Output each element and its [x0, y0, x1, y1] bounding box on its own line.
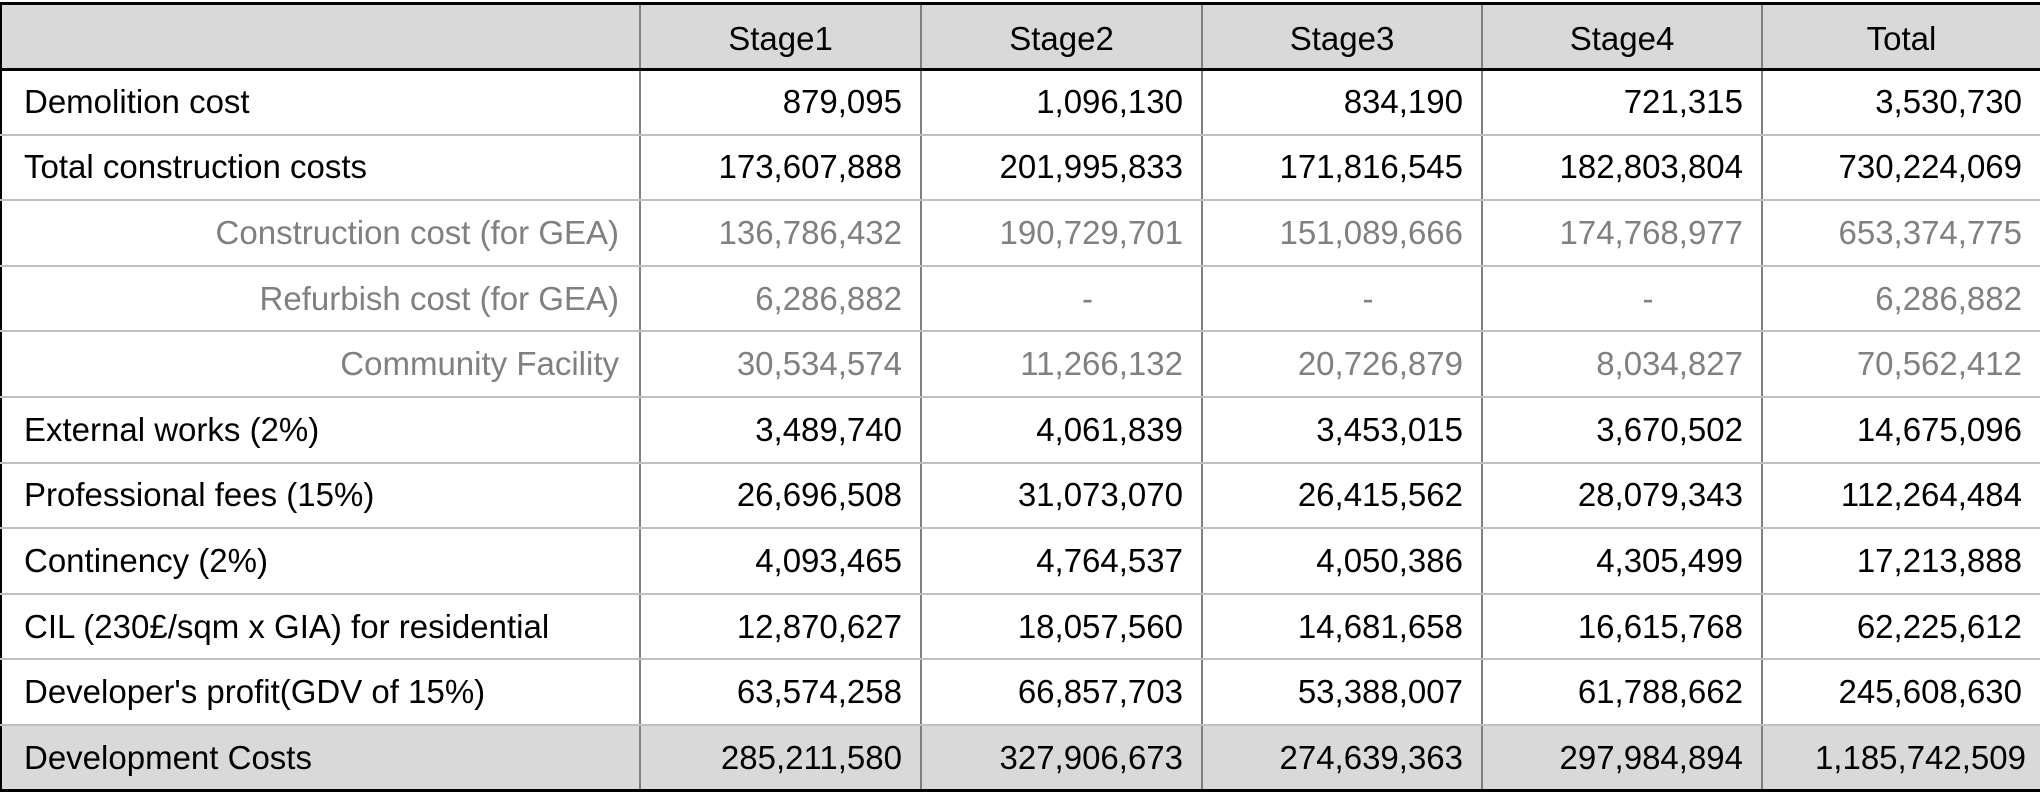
row-label: Community Facility	[0, 331, 641, 399]
cell-stage4: 3,670,502	[1481, 397, 1763, 464]
cell-stage3: 26,415,562	[1201, 462, 1483, 530]
row-construction-cost-gea: Construction cost (for GEA) 136,786,432 …	[0, 200, 2040, 267]
cell-stage1: 173,607,888	[639, 134, 922, 202]
cell-stage3: 171,816,545	[1201, 134, 1483, 202]
cell-total: 3,530,730	[1761, 69, 2040, 136]
cell-total: 6,286,882	[1761, 265, 2040, 333]
cell-stage2: 190,729,701	[920, 200, 1203, 267]
header-total: Total	[1761, 2, 2040, 71]
cell-stage3: -	[1201, 265, 1483, 333]
cell-stage2: 11,266,132	[920, 331, 1203, 399]
row-professional-fees: Professional fees (15%) 26,696,508 31,07…	[0, 462, 2040, 530]
row-demolition-cost: Demolition cost 879,095 1,096,130 834,19…	[0, 69, 2040, 136]
cell-stage4: 174,768,977	[1481, 200, 1763, 267]
cell-stage3: 14,681,658	[1201, 593, 1483, 661]
header-stage3: Stage3	[1201, 2, 1483, 71]
cell-stage3: 3,453,015	[1201, 397, 1483, 464]
footer-stage2: 327,906,673	[920, 724, 1203, 793]
cell-stage1: 63,574,258	[639, 659, 922, 727]
row-label: Total construction costs	[0, 134, 641, 202]
row-label: Construction cost (for GEA)	[0, 200, 641, 267]
cell-stage3: 834,190	[1201, 69, 1483, 136]
row-cil-residential: CIL (230£/sqm x GIA) for residential 12,…	[0, 593, 2040, 661]
cell-stage1: 6,286,882	[639, 265, 922, 333]
cell-stage2: 201,995,833	[920, 134, 1203, 202]
footer-stage1: 285,211,580	[639, 724, 922, 793]
cell-total: 112,264,484	[1761, 462, 2040, 530]
cell-stage1: 3,489,740	[639, 397, 922, 464]
footer-row-development-costs: Development Costs 285,211,580 327,906,67…	[0, 724, 2040, 793]
cell-total: 14,675,096	[1761, 397, 2040, 464]
cell-total: 245,608,630	[1761, 659, 2040, 727]
row-label: Professional fees (15%)	[0, 462, 641, 530]
footer-stage4: 297,984,894	[1481, 724, 1763, 793]
cell-stage2: 4,764,537	[920, 528, 1203, 595]
cell-stage3: 4,050,386	[1201, 528, 1483, 595]
cell-stage2: 1,096,130	[920, 69, 1203, 136]
row-label: Continency (2%)	[0, 528, 641, 595]
header-row: Stage1 Stage2 Stage3 Stage4 Total	[0, 2, 2040, 71]
cell-stage4: 61,788,662	[1481, 659, 1763, 727]
header-stage2: Stage2	[920, 2, 1203, 71]
cell-stage1: 136,786,432	[639, 200, 922, 267]
cell-stage1: 879,095	[639, 69, 922, 136]
cell-total: 62,225,612	[1761, 593, 2040, 661]
row-label: External works (2%)	[0, 397, 641, 464]
cell-stage3: 53,388,007	[1201, 659, 1483, 727]
cell-stage4: 721,315	[1481, 69, 1763, 136]
row-label: CIL (230£/sqm x GIA) for residential	[0, 593, 641, 661]
cell-total: 730,224,069	[1761, 134, 2040, 202]
cell-stage2: 31,073,070	[920, 462, 1203, 530]
row-total-construction-costs: Total construction costs 173,607,888 201…	[0, 134, 2040, 202]
row-community-facility: Community Facility 30,534,574 11,266,132…	[0, 331, 2040, 399]
header-stage1: Stage1	[639, 2, 922, 71]
cell-stage2: 18,057,560	[920, 593, 1203, 661]
row-refurbish-cost-gea: Refurbish cost (for GEA) 6,286,882 - - -…	[0, 265, 2040, 333]
cell-stage3: 151,089,666	[1201, 200, 1483, 267]
cell-stage4: 28,079,343	[1481, 462, 1763, 530]
cell-stage4: 182,803,804	[1481, 134, 1763, 202]
cell-stage4: 4,305,499	[1481, 528, 1763, 595]
footer-stage3: 274,639,363	[1201, 724, 1483, 793]
cell-stage1: 12,870,627	[639, 593, 922, 661]
header-stage4: Stage4	[1481, 2, 1763, 71]
header-corner-cell	[0, 2, 641, 71]
row-label: Demolition cost	[0, 69, 641, 136]
cell-stage1: 4,093,465	[639, 528, 922, 595]
row-developers-profit: Developer's profit(GDV of 15%) 63,574,25…	[0, 659, 2040, 727]
cell-stage2: 4,061,839	[920, 397, 1203, 464]
cell-total: 70,562,412	[1761, 331, 2040, 399]
cell-total: 17,213,888	[1761, 528, 2040, 595]
cell-stage4: 16,615,768	[1481, 593, 1763, 661]
row-continency: Continency (2%) 4,093,465 4,764,537 4,05…	[0, 528, 2040, 595]
cell-stage2: -	[920, 265, 1203, 333]
cell-stage2: 66,857,703	[920, 659, 1203, 727]
cell-stage1: 30,534,574	[639, 331, 922, 399]
cell-stage1: 26,696,508	[639, 462, 922, 530]
row-label: Developer's profit(GDV of 15%)	[0, 659, 641, 727]
row-external-works: External works (2%) 3,489,740 4,061,839 …	[0, 397, 2040, 464]
cell-stage4: 8,034,827	[1481, 331, 1763, 399]
footer-label: Development Costs	[0, 724, 641, 793]
cell-total: 653,374,775	[1761, 200, 2040, 267]
cell-stage3: 20,726,879	[1201, 331, 1483, 399]
row-label: Refurbish cost (for GEA)	[0, 265, 641, 333]
footer-total: 1,185,742,509	[1761, 724, 2040, 793]
cell-stage4: -	[1481, 265, 1763, 333]
